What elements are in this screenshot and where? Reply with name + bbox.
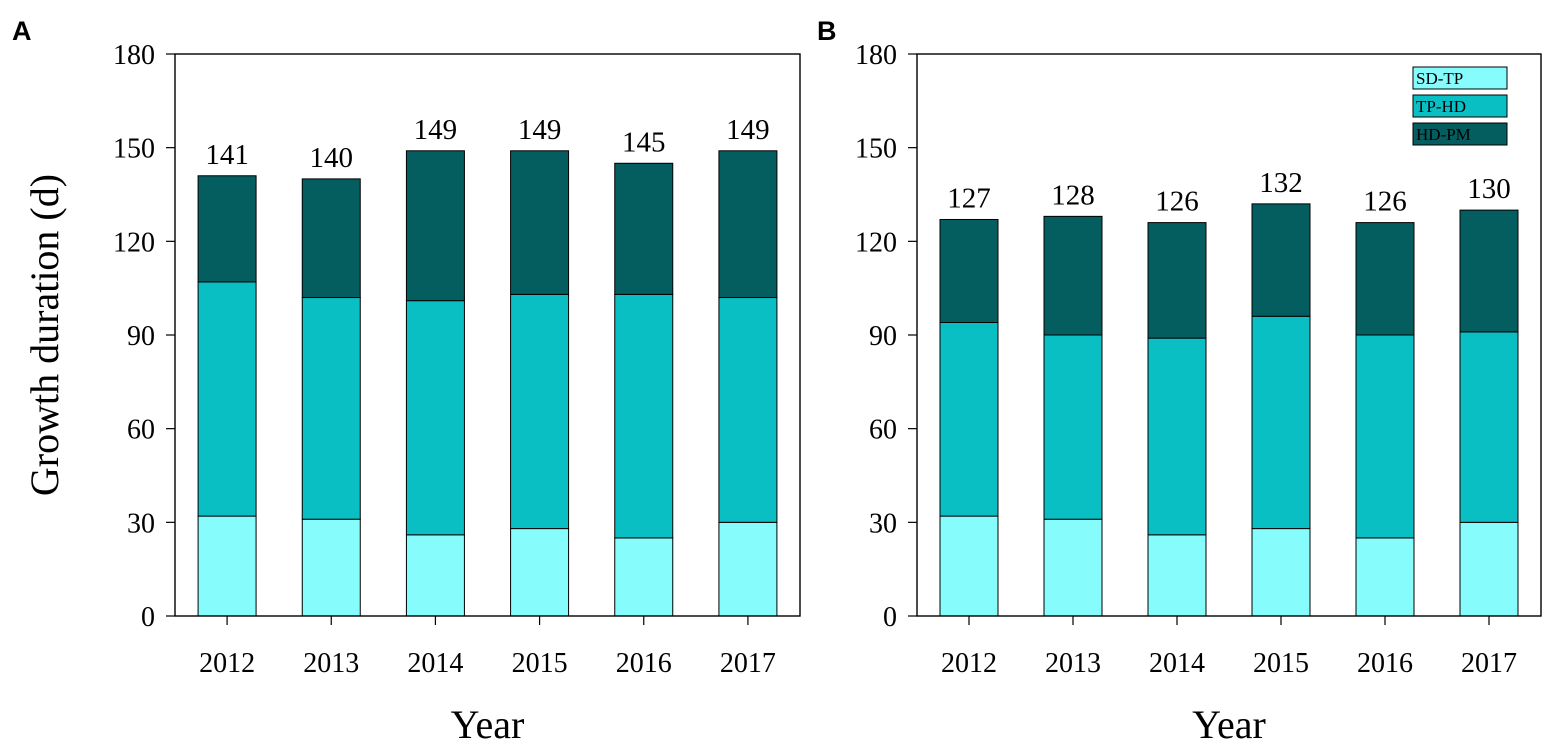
panel-a-bar-sd-tp-2016 bbox=[614, 537, 674, 617]
panel-b-y-tick-label: 30 bbox=[869, 508, 897, 539]
panel-b-bar-hd-pm-2016 bbox=[1355, 222, 1415, 336]
legend-swatch-tp-hd bbox=[1412, 94, 1508, 118]
panel-b-bar-hd-pm-2013 bbox=[1043, 215, 1103, 336]
panel-a-bar-hd-pm-2012 bbox=[197, 175, 257, 283]
panel-b-total-label: 126 bbox=[1155, 186, 1199, 218]
legend-swatch-hd-pm bbox=[1412, 122, 1508, 146]
panel-a-total-label: 141 bbox=[205, 139, 249, 171]
panel-a-bar-hd-pm-2015 bbox=[510, 150, 570, 295]
panel-a-y-tick-label: 90 bbox=[127, 321, 155, 352]
panel-b-y-tick-label: 150 bbox=[855, 134, 897, 165]
panel-b-total-label: 132 bbox=[1259, 167, 1303, 199]
panel-a-bar-sd-tp-2013 bbox=[301, 518, 361, 617]
panel-a-bar-hd-pm-2017 bbox=[718, 150, 778, 299]
panel-a-y-axis-title: Growth duration (d) bbox=[22, 174, 67, 496]
panel-b-total-label: 127 bbox=[947, 182, 991, 214]
panel-b-x-tick-label: 2012 bbox=[941, 648, 997, 679]
panel-b-bar-sd-tp-2012 bbox=[939, 515, 999, 617]
panel-b-bar-hd-pm-2015 bbox=[1251, 203, 1311, 317]
panel-b-x-tick-label: 2017 bbox=[1461, 648, 1517, 679]
legend-label-hd-pm: HD-PM bbox=[1416, 125, 1471, 144]
panel-a-bar-sd-tp-2012 bbox=[197, 515, 257, 617]
panel-a-bar-hd-pm-2013 bbox=[301, 178, 361, 299]
panel-b-x-tick-label: 2013 bbox=[1045, 648, 1101, 679]
panel-a-total-label: 140 bbox=[310, 142, 354, 174]
panel-b-bar-tp-hd-2013 bbox=[1043, 334, 1103, 520]
panel-b-x-tick-label: 2014 bbox=[1149, 648, 1205, 679]
panel-b-bar-tp-hd-2016 bbox=[1355, 334, 1415, 539]
panel-a-total-label: 149 bbox=[414, 114, 458, 146]
panel-a-total-label: 149 bbox=[518, 114, 562, 146]
panel-b-bar-hd-pm-2012 bbox=[939, 218, 999, 324]
panel-b-bar-sd-tp-2015 bbox=[1251, 528, 1311, 617]
legend-label-sd-tp: SD-TP bbox=[1416, 69, 1463, 88]
panel-a-x-tick-label: 2013 bbox=[303, 648, 359, 679]
panel-a-bar-hd-pm-2014 bbox=[405, 150, 465, 302]
panel-b-legend: SD-TP TP-HD HD-PM bbox=[1412, 66, 1508, 146]
panel-b-x-tick-label: 2015 bbox=[1253, 648, 1309, 679]
panel-b-bar-tp-hd-2014 bbox=[1147, 337, 1207, 536]
panel-a-bar-tp-hd-2013 bbox=[301, 297, 361, 520]
panel-a-letter: A bbox=[12, 16, 32, 46]
panel-b-bar-sd-tp-2013 bbox=[1043, 518, 1103, 617]
panel-b-bar-hd-pm-2017 bbox=[1459, 209, 1519, 333]
panel-a-bar-tp-hd-2012 bbox=[197, 281, 257, 517]
panel-a: A 141 2012 140 2013 149 2014 149 2015 145 2016 149 2… bbox=[12, 16, 801, 746]
panel-a-y-tick-label: 30 bbox=[127, 508, 155, 539]
panel-b-y-tick-label: 90 bbox=[869, 321, 897, 352]
panel-b-bar-tp-hd-2012 bbox=[939, 322, 999, 517]
panel-b-bar-hd-pm-2014 bbox=[1147, 222, 1207, 339]
panel-a-bar-sd-tp-2015 bbox=[510, 528, 570, 617]
panel-b-y-tick-label: 60 bbox=[869, 415, 897, 446]
panel-a-bar-hd-pm-2016 bbox=[614, 162, 674, 295]
panel-a-bar-sd-tp-2014 bbox=[405, 534, 465, 617]
panel-b-bar-tp-hd-2017 bbox=[1459, 331, 1519, 523]
panel-a-bar-tp-hd-2015 bbox=[510, 293, 570, 530]
panel-a-x-tick-label: 2014 bbox=[407, 648, 463, 679]
panel-b-y-tick-label: 0 bbox=[883, 602, 897, 633]
panel-a-x-tick-label: 2012 bbox=[199, 648, 255, 679]
panel-b-bar-tp-hd-2015 bbox=[1251, 315, 1311, 530]
panel-a-x-axis-title: Year bbox=[451, 702, 525, 746]
panel-a-y-tick-label: 120 bbox=[113, 227, 155, 258]
panel-a-bar-tp-hd-2014 bbox=[405, 300, 465, 536]
panel-b-total-label: 126 bbox=[1363, 186, 1407, 218]
panel-b-x-axis-title: Year bbox=[1192, 702, 1266, 746]
panel-b-total-label: 128 bbox=[1051, 179, 1095, 211]
panel-a-bar-sd-tp-2017 bbox=[718, 521, 778, 617]
panel-b-bar-sd-tp-2014 bbox=[1147, 534, 1207, 617]
panel-a-bar-tp-hd-2016 bbox=[614, 293, 674, 539]
panel-b-y-tick-label: 120 bbox=[855, 227, 897, 258]
panel-b: B 127 2012 128 2013 126 2014 132 2015 126 2016 130 2… bbox=[817, 16, 1542, 746]
panel-a-y-tick-label: 150 bbox=[113, 134, 155, 165]
panel-a-y-tick-label: 60 bbox=[127, 415, 155, 446]
panel-a-y-tick-label: 0 bbox=[141, 602, 155, 633]
panel-a-bar-tp-hd-2017 bbox=[718, 297, 778, 523]
panel-a-x-tick-label: 2016 bbox=[616, 648, 672, 679]
panel-a-total-label: 149 bbox=[726, 114, 770, 146]
panel-b-y-tick-label: 180 bbox=[855, 40, 897, 71]
panel-b-total-label: 130 bbox=[1467, 173, 1511, 205]
panel-b-letter: B bbox=[817, 16, 837, 46]
panel-b-bar-sd-tp-2016 bbox=[1355, 537, 1415, 617]
panel-a-x-tick-label: 2015 bbox=[512, 648, 568, 679]
panel-b-bar-sd-tp-2017 bbox=[1459, 521, 1519, 617]
panel-a-total-label: 145 bbox=[622, 126, 666, 158]
panel-a-y-tick-label: 180 bbox=[113, 40, 155, 71]
legend-label-tp-hd: TP-HD bbox=[1416, 97, 1466, 116]
panel-a-plot-frame bbox=[174, 53, 801, 617]
panel-a-x-tick-label: 2017 bbox=[720, 648, 776, 679]
legend-swatch-sd-tp bbox=[1412, 66, 1508, 90]
panel-b-x-tick-label: 2016 bbox=[1357, 648, 1413, 679]
